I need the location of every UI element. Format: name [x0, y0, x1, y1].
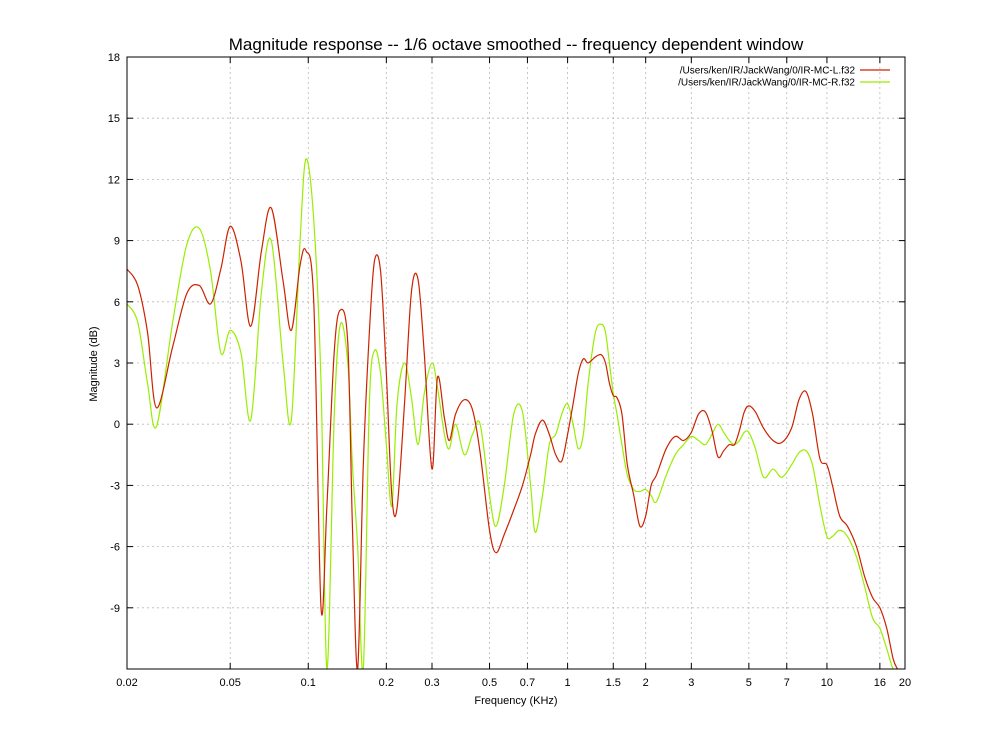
legend-label: /Users/ken/IR/JackWang/0/IR-MC-L.f32	[680, 66, 856, 77]
y-axis-label: Magnitude (dB)	[88, 326, 100, 401]
y-tick-label: -6	[110, 542, 120, 554]
x-tick-label: 3	[688, 677, 694, 689]
x-tick-label: 7	[784, 677, 790, 689]
x-tick-label: 0.7	[520, 677, 535, 689]
chart-title: Magnitude response -- 1/6 octave smoothe…	[229, 35, 804, 54]
grid-lines	[127, 57, 905, 669]
x-tick-label: 0.3	[424, 677, 439, 689]
x-tick-label: 0.02	[116, 677, 137, 689]
x-tick-label: 1.5	[606, 677, 621, 689]
data-series	[127, 158, 898, 669]
x-tick-label: 1	[565, 677, 571, 689]
x-tick-label: 5	[746, 677, 752, 689]
x-tick-label: 10	[821, 677, 833, 689]
x-tick-label: 0.05	[219, 677, 240, 689]
y-tick-label: -9	[110, 603, 120, 615]
y-tick-label: 12	[108, 174, 120, 186]
series-line-0	[127, 206, 898, 669]
x-tick-label: 0.2	[379, 677, 394, 689]
y-tick-label: 0	[114, 419, 120, 431]
y-tick-label: 15	[108, 113, 120, 125]
y-tick-label: 18	[108, 52, 120, 64]
y-tick-label: -3	[110, 480, 120, 492]
x-tick-label: 0.5	[482, 677, 497, 689]
y-tick-label: 6	[114, 297, 120, 309]
x-tick-label: 16	[874, 677, 886, 689]
legend-label: /Users/ken/IR/JackWang/0/IR-MC-R.f32	[678, 78, 855, 89]
axis-ticks: 0.02 0.05 0.1 0.2 0.3 0.5 0.7 1 1.5 2 3 5 7 10 16 20 -9 -…	[108, 52, 911, 689]
x-tick-label: 20	[899, 677, 911, 689]
y-tick-label: 3	[114, 358, 120, 370]
y-tick-label: 9	[114, 236, 120, 248]
x-axis-label: Frequency (KHz)	[474, 695, 557, 707]
series-line-1	[127, 158, 898, 669]
legend: /Users/ken/IR/JackWang/0/IR-MC-L.f32/Use…	[678, 66, 890, 89]
x-tick-label: 0.1	[301, 677, 316, 689]
x-tick-label: 2	[643, 677, 649, 689]
